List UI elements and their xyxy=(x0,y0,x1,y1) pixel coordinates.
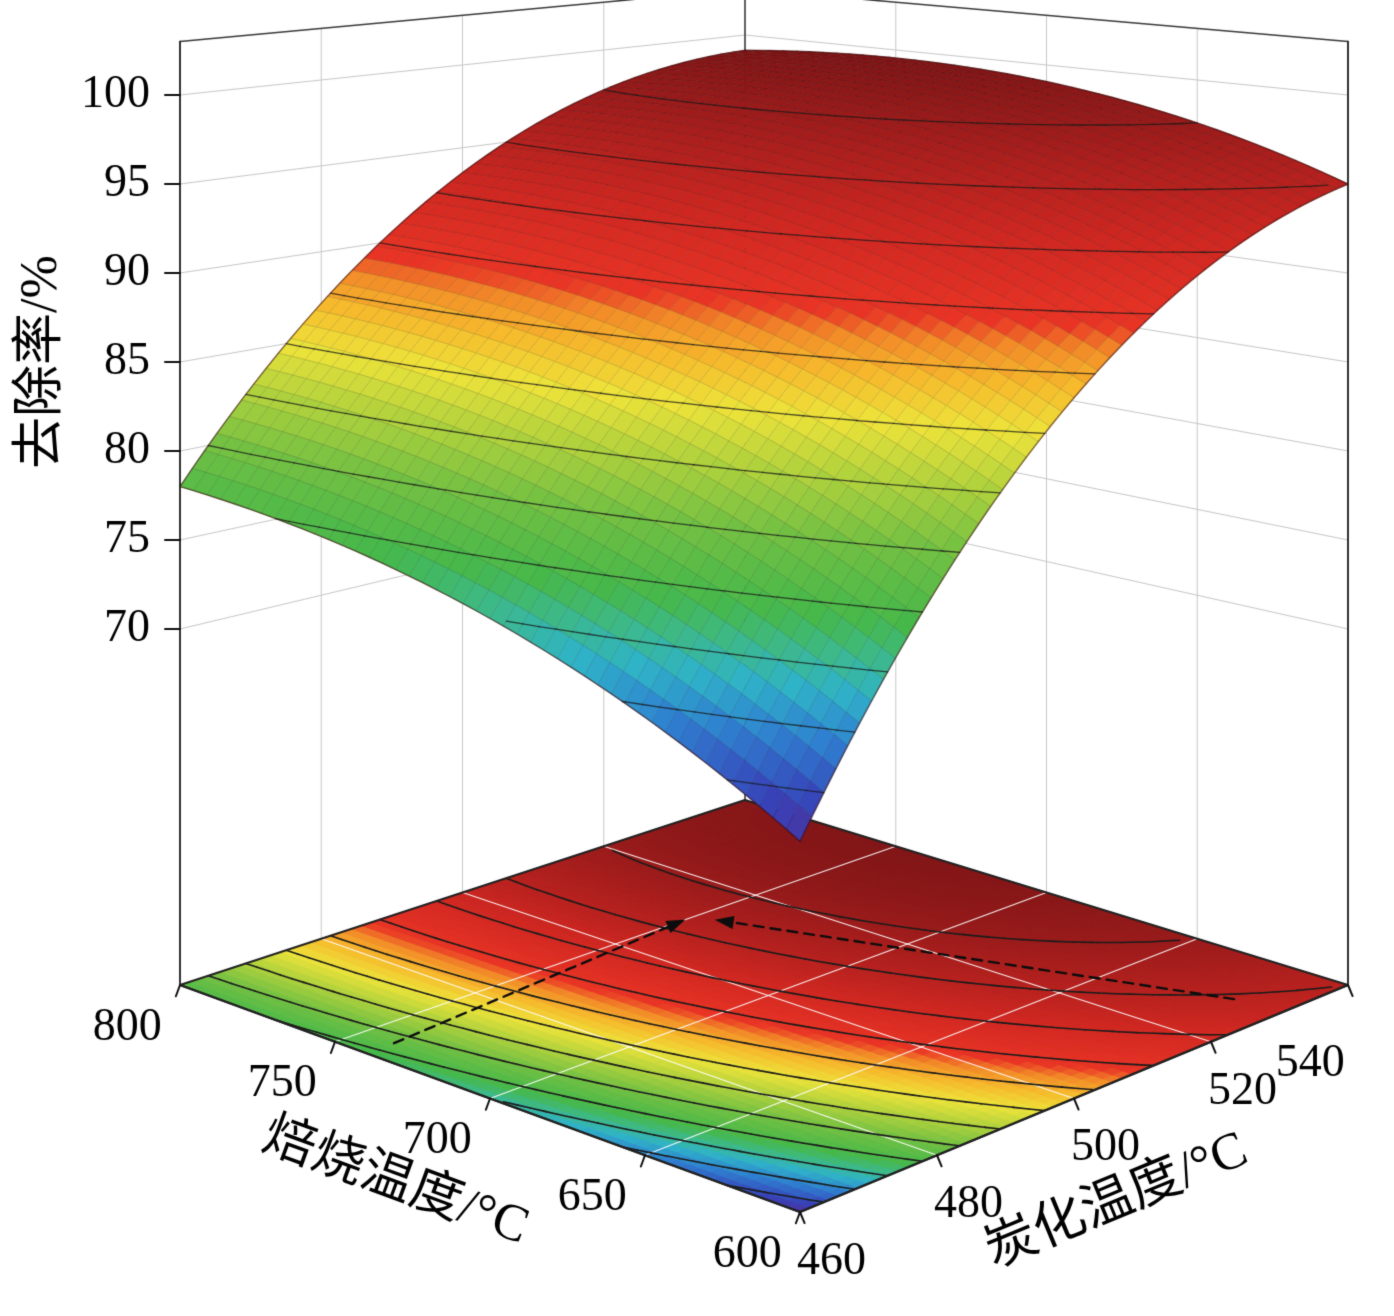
surface-plot-canvas xyxy=(0,0,1394,1316)
response-surface-figure: 去除率/% xyxy=(0,0,1394,1316)
